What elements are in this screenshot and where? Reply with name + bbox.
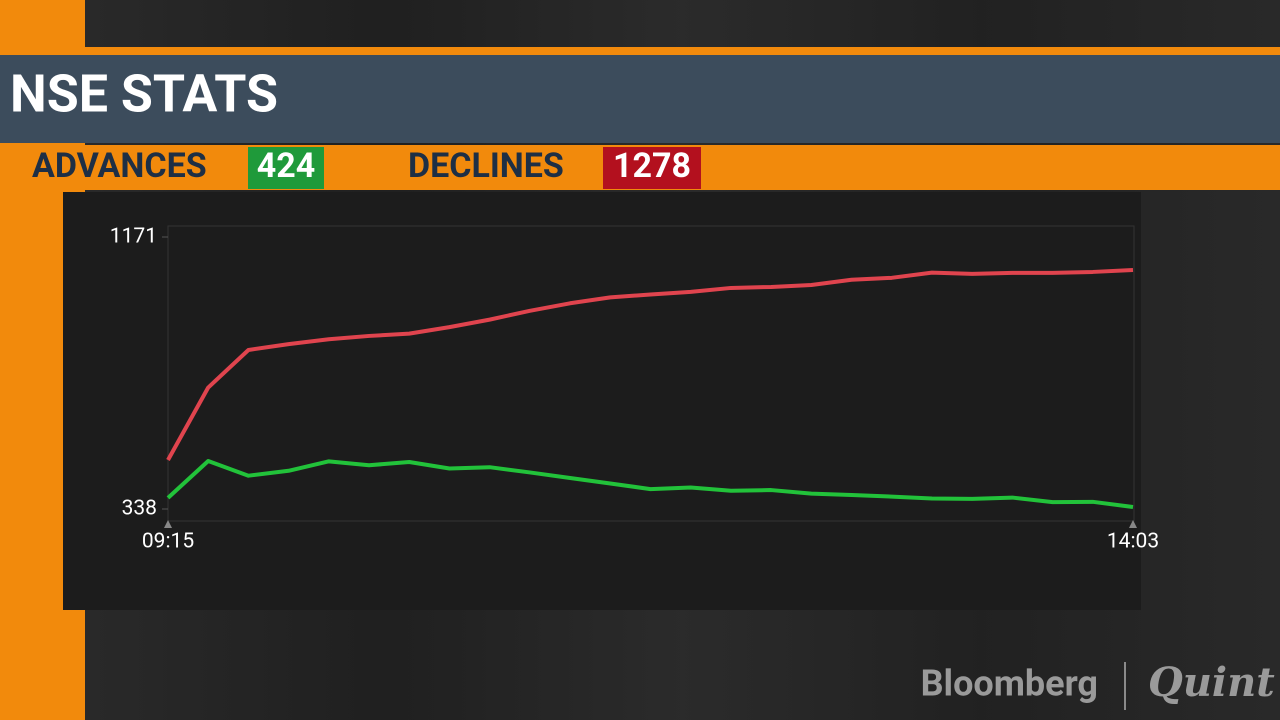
x-tick-marker [1129, 520, 1137, 528]
series-line [166, 267, 1134, 461]
plot: 338 1171 09:15 14:03 [110, 225, 1159, 554]
logo-left: Bloomberg [921, 663, 1098, 705]
advances-label: ADVANCES [32, 146, 207, 186]
declines-box [603, 147, 701, 189]
declines-value: 1278 [613, 146, 691, 186]
x-tick-marker [164, 520, 172, 528]
y-tick-label: 338 [122, 497, 157, 521]
advances-value: 424 [257, 146, 316, 186]
x-tick-label: 14:03 [1107, 530, 1159, 554]
title: NSE STATS [10, 64, 278, 125]
chart-panel [63, 192, 1141, 610]
plot-frame [167, 225, 1135, 522]
declines-label: DECLINES [408, 146, 564, 186]
logo-right: Quint [1148, 659, 1275, 706]
x-tick-label: 09:15 [142, 530, 194, 554]
y-tick-label: 1171 [110, 225, 157, 249]
title-bar [0, 55, 1280, 143]
advances-box [248, 147, 324, 189]
series-line [166, 459, 1134, 510]
top-line [0, 47, 1280, 55]
